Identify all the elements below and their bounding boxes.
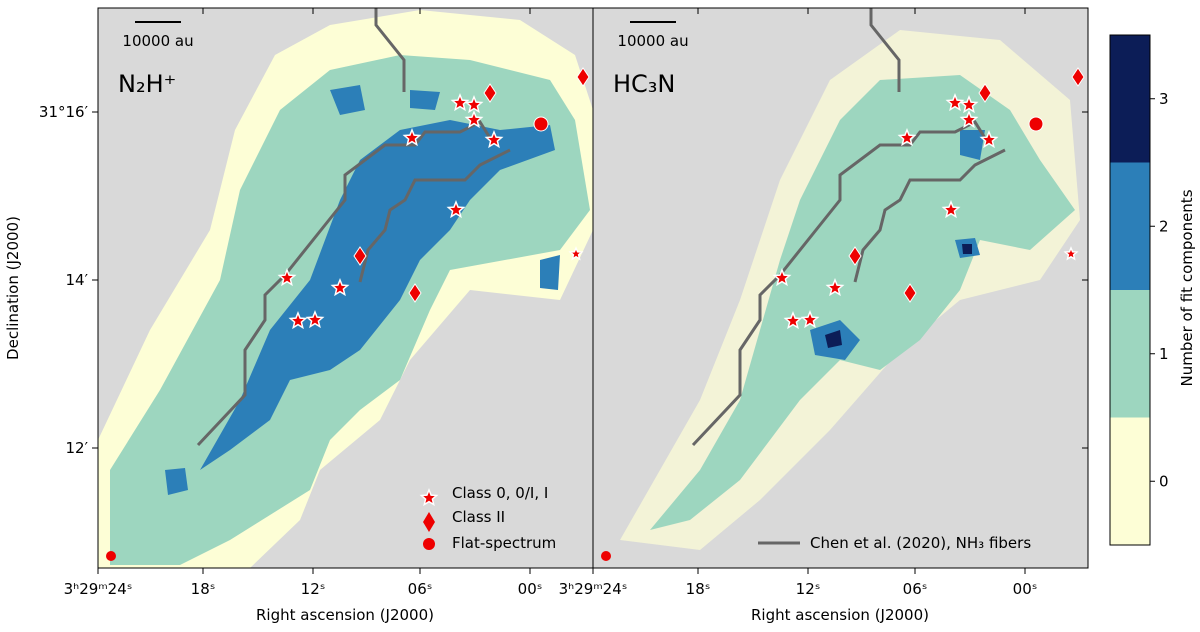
colorbar-label: Number of fit components <box>1178 189 1196 386</box>
map-n2h <box>98 8 593 568</box>
scale-label: 10000 au <box>122 32 193 50</box>
legend-marker <box>423 538 435 550</box>
star-marker <box>402 128 422 147</box>
diamond-marker <box>903 283 917 303</box>
star-marker <box>277 268 297 287</box>
diamond-marker <box>978 83 992 103</box>
colorbar-tick-label: 1 <box>1159 345 1169 363</box>
flat-marker <box>1028 116 1044 132</box>
star-marker <box>568 246 584 261</box>
diamond-marker <box>353 246 367 266</box>
colorbar-frame <box>1109 34 1151 546</box>
legend-label: Flat-spectrum <box>452 534 556 552</box>
x-tick-label: 06ˢ <box>408 580 433 598</box>
star-marker <box>419 488 439 507</box>
x-tick-label: 3ʰ29ᵐ24ˢ <box>64 580 133 598</box>
legend-marker <box>423 512 435 532</box>
legend-label: Class 0, 0/I, I <box>452 484 548 502</box>
x-tick-label: 00ˢ <box>518 580 543 598</box>
star-marker <box>772 268 792 287</box>
x-tick-label: 12ˢ <box>796 580 821 598</box>
colorbar-segment <box>1110 35 1150 163</box>
star-marker <box>897 128 917 147</box>
x-tick-label: 3ʰ29ᵐ24ˢ <box>559 580 628 598</box>
star-marker <box>783 311 803 330</box>
frame <box>592 7 1089 569</box>
star-marker <box>484 130 504 149</box>
diamond-marker <box>848 246 862 266</box>
colorbar-tick-label: 0 <box>1159 472 1169 490</box>
colorbar-tick-label: 2 <box>1159 217 1169 235</box>
flat-marker <box>533 116 549 132</box>
x-axis-label: Right ascension (J2000) <box>751 606 929 624</box>
star-marker <box>464 95 484 114</box>
x-tick-label: 06ˢ <box>903 580 928 598</box>
diamond-marker <box>576 67 590 87</box>
star-marker <box>959 95 979 114</box>
star-marker <box>825 278 845 297</box>
star-marker <box>1063 246 1079 261</box>
x-axis-label: Right ascension (J2000) <box>256 606 434 624</box>
star-marker <box>941 200 961 219</box>
star-marker <box>959 110 979 129</box>
scale-label: 10000 au <box>617 32 688 50</box>
star-marker <box>979 130 999 149</box>
diamond-marker <box>408 283 422 303</box>
colorbar-segment <box>1110 290 1150 418</box>
y-axis-label: Declination (J2000) <box>4 216 22 360</box>
star-marker <box>450 93 470 112</box>
x-tick-label: 00ˢ <box>1013 580 1038 598</box>
y-tick-label: 14′ <box>66 271 89 289</box>
legend-label: Class II <box>452 508 505 526</box>
y-tick-label: 31°16′ <box>39 103 89 121</box>
x-tick-label: 18ˢ <box>686 580 711 598</box>
star-marker <box>945 93 965 112</box>
diamond-marker <box>1071 67 1085 87</box>
star-marker <box>305 310 325 329</box>
x-tick-label: 12ˢ <box>301 580 326 598</box>
colorbar-segment <box>1110 162 1150 290</box>
star-marker <box>464 110 484 129</box>
panel-title: HC₃N <box>613 70 675 98</box>
flat-marker <box>106 551 116 561</box>
colorbar-segment <box>1110 417 1150 545</box>
x-tick-label: 18ˢ <box>191 580 216 598</box>
star-marker <box>288 311 308 330</box>
panel-title: N₂H⁺ <box>118 70 176 98</box>
legend-label: Chen et al. (2020), NH₃ fibers <box>810 534 1031 552</box>
flat-marker <box>601 551 611 561</box>
star-marker <box>446 200 466 219</box>
diamond-marker <box>483 83 497 103</box>
colorbar-tick-label: 3 <box>1159 90 1169 108</box>
star-marker <box>800 310 820 329</box>
markers <box>106 67 1085 561</box>
y-tick-label: 12′ <box>66 439 89 457</box>
star-marker <box>330 278 350 297</box>
